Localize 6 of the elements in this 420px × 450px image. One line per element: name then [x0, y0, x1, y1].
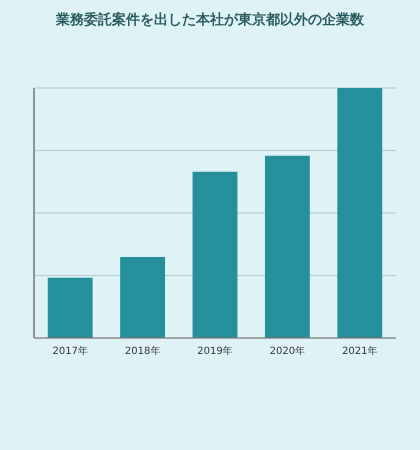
- x-tick-label: 2019年: [197, 345, 233, 357]
- x-tick-label: 2017年: [52, 345, 88, 357]
- x-tick-label: 2018年: [124, 345, 160, 357]
- x-tick-label: 2021年: [342, 345, 378, 357]
- x-tick-label: 2020年: [270, 345, 306, 357]
- title: 業務委託案件を出した本社が東京都以外の企業数: [56, 12, 364, 28]
